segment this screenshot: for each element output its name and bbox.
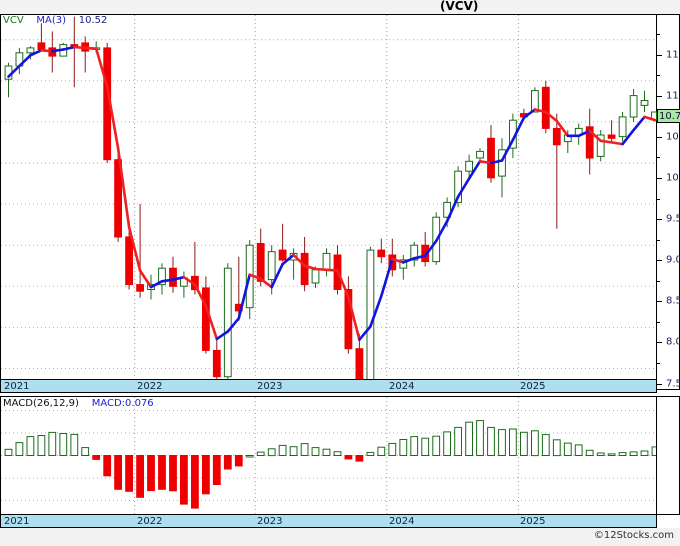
macd-plot: [1, 397, 656, 514]
legend-symbol: VCV: [3, 15, 24, 26]
price-axis-tick: [657, 136, 662, 138]
price-axis-label: 7.50: [666, 378, 680, 389]
legend-indicator: MA(3): [36, 15, 67, 26]
price-axis-minor-tick: [657, 239, 660, 241]
price-axis-tick: [657, 301, 662, 303]
title-bar: (VCV): [0, 0, 680, 14]
price-axis-label: 10.00: [666, 172, 680, 184]
price-axis-label: 9.00: [666, 254, 680, 266]
price-axis-minor-tick: [657, 321, 660, 323]
footer-bar: [0, 528, 680, 546]
price-axis-tick: [657, 219, 662, 221]
price-axis-label: 8.50: [666, 295, 680, 307]
site-credit: ©12Stocks.com: [593, 530, 674, 541]
price-axis-panel: 11.50 11.00 10.50 10.00 9.50 9.00 8.50 8.00 7.50…: [651, 14, 680, 390]
price-axis-tick: [657, 383, 662, 385]
page-title: (VCV): [440, 0, 479, 13]
price-axis-label: 8.00: [666, 336, 680, 348]
last-price-badge: 10.76: [657, 108, 680, 123]
macd-date-label: 2025: [520, 516, 546, 527]
price-axis-tick: [657, 54, 662, 56]
macd-date-label: 2021: [4, 516, 30, 527]
price-axis-tick: [657, 178, 662, 179]
price-axis-tick: [657, 342, 662, 344]
price-axis-label: 11.50: [666, 49, 680, 61]
price-axis-label: 10.50: [666, 131, 680, 143]
macd-date-label: 2024: [389, 516, 415, 527]
macd-date-label: 2022: [137, 516, 163, 527]
price-axis-minor-tick: [657, 157, 660, 159]
macd-axis-panel: 0.4000.2000.000-0.200-0.400: [656, 396, 680, 515]
macd-date-axis: 2021 2022 2023 2024 2025: [0, 514, 657, 528]
price-date-label: 2021: [4, 381, 30, 392]
price-legend: VCV MA(3) 10.52: [3, 15, 107, 26]
price-date-axis: 2021 2022 2023 2024 2025: [0, 379, 657, 393]
price-date-label: 2022: [137, 381, 163, 392]
price-date-label: 2024: [389, 381, 415, 392]
price-axis-minor-tick: [657, 75, 660, 77]
macd-legend-name: MACD(26,12,9): [3, 398, 79, 409]
legend-indicator-value: 10.52: [78, 15, 108, 26]
price-axis-label: 11.00: [666, 90, 680, 102]
price-axis-label: 9.50: [666, 213, 680, 225]
price-axis-minor-tick: [657, 280, 660, 282]
price-axis-tick: [657, 260, 662, 262]
price-axis-minor-tick: [657, 362, 660, 364]
price-axis-minor-tick: [657, 34, 660, 36]
price-date-label: 2025: [520, 381, 546, 392]
price-date-label: 2023: [257, 381, 283, 392]
macd-date-label: 2023: [257, 516, 283, 527]
price-plot: [1, 15, 656, 389]
macd-legend-value: MACD:0.076: [91, 398, 154, 409]
price-axis-tick: [657, 95, 662, 97]
price-axis-minor-tick: [657, 198, 660, 200]
macd-legend: MACD(26,12,9) MACD:0.076: [3, 398, 154, 409]
